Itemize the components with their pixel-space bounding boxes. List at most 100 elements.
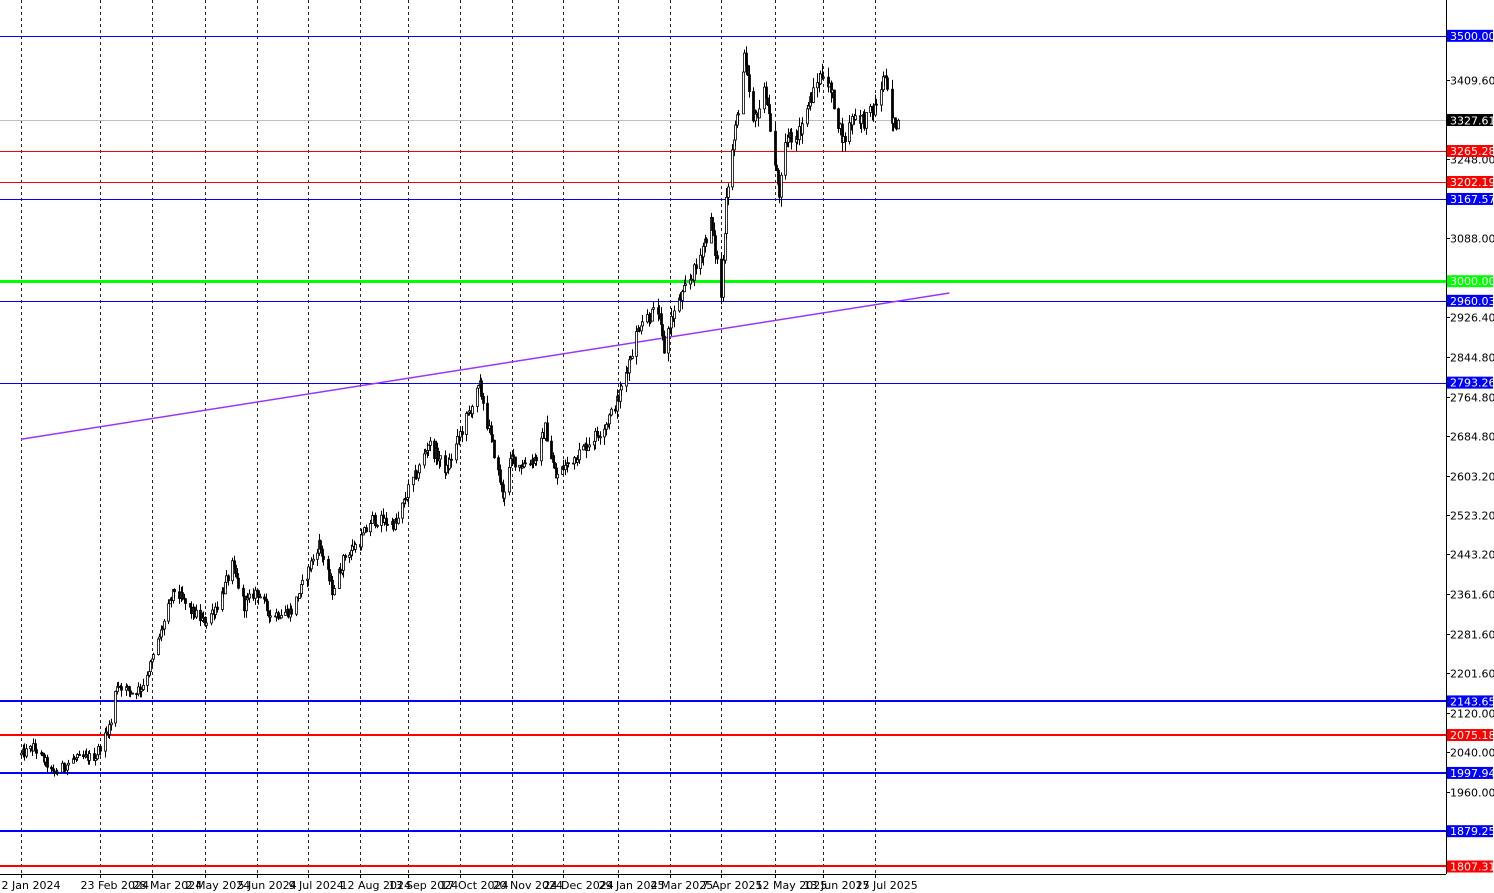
candle-body-304: [667, 328, 670, 354]
candle-224: [497, 455, 500, 476]
candle-body-58: [142, 684, 145, 690]
level-label-box-6: [1447, 376, 1493, 389]
candle-18: [56, 769, 59, 776]
level-label-box-0: [1447, 29, 1493, 42]
candle-body-348: [758, 108, 761, 119]
candle-body-61: [149, 661, 152, 672]
trendline-group: [20, 292, 950, 440]
candle-body-298: [652, 307, 655, 310]
candle-44: [114, 690, 117, 727]
candle-403: [875, 98, 878, 113]
candle-body-137: [310, 560, 313, 570]
candle-body-215: [477, 385, 480, 389]
candle-208: [461, 425, 464, 443]
y-tick-label-2: 3088.00: [1450, 233, 1494, 246]
candle-body-325: [711, 216, 714, 231]
candle-83: [195, 604, 198, 619]
candle-154: [348, 552, 351, 563]
candle-89: [210, 613, 213, 626]
candle-178: [397, 511, 400, 525]
candle-body-274: [603, 428, 606, 438]
level-label-2: 3202.19: [1450, 176, 1494, 189]
y-tick-label-5: 2764.80: [1450, 392, 1494, 405]
candle-118: [269, 609, 272, 622]
candle-body-303: [663, 335, 666, 354]
candle-35: [94, 755, 97, 766]
candle-339: [742, 69, 745, 115]
candle-141: [319, 539, 322, 554]
candle-205: [456, 428, 459, 451]
y-tick-label-6: 2684.80: [1450, 431, 1494, 444]
candle-body-359: [784, 142, 787, 176]
candle-body-332: [725, 196, 728, 235]
y-tick-label-14: 2040.00: [1450, 747, 1494, 760]
candle-body-253: [556, 474, 559, 479]
candle-body-344: [752, 91, 755, 122]
candle-93: [216, 601, 219, 613]
candle-147: [331, 575, 334, 600]
candle-body-196: [436, 447, 439, 462]
candle-body-35: [94, 758, 97, 761]
candle-193: [429, 437, 432, 452]
level-label-box-10: [1447, 825, 1493, 838]
candle-198: [439, 455, 442, 467]
candle-145: [328, 563, 331, 585]
candle-body-258: [567, 462, 570, 465]
level-label-box-4: [1447, 275, 1493, 288]
candle-body-404: [880, 89, 883, 106]
candle-353: [769, 106, 772, 133]
candle-body-158: [354, 544, 357, 550]
candle-body-209: [465, 413, 468, 435]
candle-body-76: [181, 592, 184, 599]
candle-body-52: [129, 690, 132, 694]
candle-body-198: [439, 455, 442, 460]
candle-body-190: [424, 451, 427, 455]
candle-body-232: [512, 454, 515, 458]
candle-body-165: [371, 515, 374, 524]
candle-body-43: [110, 722, 113, 726]
candle-27: [76, 753, 79, 761]
candle-168: [376, 524, 379, 529]
candle-23: [67, 759, 70, 771]
x-tick-label-9: 20 Nov 2024: [493, 879, 563, 892]
y-tick-label-12: 2201.60: [1450, 668, 1494, 681]
candle-body-370: [807, 105, 810, 110]
candle-body-263: [578, 449, 581, 461]
candle-body-57: [140, 689, 143, 692]
candle-226: [500, 477, 503, 493]
candle-body-350: [765, 86, 768, 99]
candle-body-213: [471, 406, 474, 415]
x-tick-label-13: 7 Apr 2025: [702, 879, 763, 892]
candle-body-398: [865, 112, 868, 129]
vertical-gridlines: [21, 0, 876, 874]
candle-273: [599, 431, 602, 445]
candle-body-293: [641, 321, 644, 327]
x-tick-label-2: 28 Mar 2024: [133, 879, 203, 892]
candle-383: [833, 89, 836, 110]
candle-body-141: [319, 540, 322, 550]
candle-body-101: [234, 564, 237, 574]
candle-278: [610, 407, 613, 417]
candle-158: [354, 542, 357, 553]
x-tick-label-0: 2 Jan 2024: [2, 879, 61, 892]
candle-body-222: [491, 434, 494, 441]
candle-body-93: [216, 606, 219, 610]
candle-body-33: [88, 753, 91, 761]
candle-59: [146, 671, 149, 692]
candle-183: [407, 479, 410, 505]
candle-58: [142, 678, 145, 692]
candle-251: [553, 455, 556, 469]
candle-body-116: [266, 600, 269, 612]
candle-body-277: [608, 414, 611, 425]
candle-108: [248, 589, 251, 603]
candle-256: [564, 459, 567, 476]
candle-101: [234, 561, 237, 578]
candle-218: [482, 392, 485, 411]
candle-body-403: [875, 103, 878, 106]
candle-48: [120, 683, 123, 697]
candle-body-248: [546, 422, 549, 442]
candle-body-361: [787, 136, 790, 143]
level-label-box-1: [1447, 145, 1493, 158]
level-price-labels: 3500.00 3265.28 3202.19 3167.57 3000.00 2960.…: [1447, 29, 1494, 873]
